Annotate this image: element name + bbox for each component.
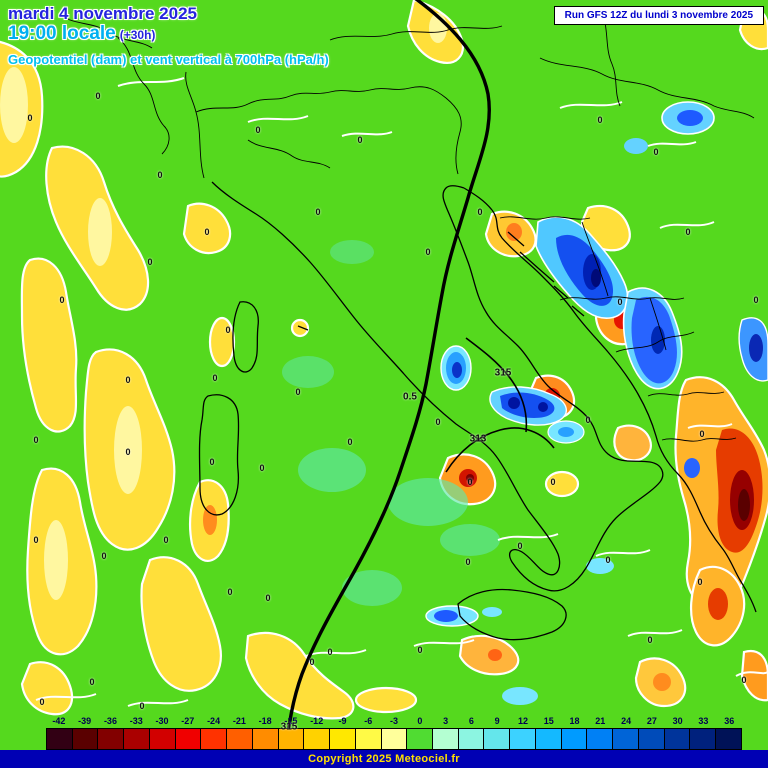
colorbar-cell <box>278 729 305 749</box>
colorbar-cell <box>690 729 717 749</box>
colorbar-tick-label: 36 <box>724 716 735 726</box>
colorbar-cell <box>433 729 459 749</box>
map-header: mardi 4 novembre 2025 19:00 locale (+30h)… <box>8 4 329 68</box>
colorbar-tick-label: -18 <box>258 716 272 726</box>
colorbar-tick-label: -30 <box>155 716 169 726</box>
colorbar-tick-label: 0 <box>417 716 423 726</box>
colorbar-cell <box>613 729 639 749</box>
warm-anomaly-cores <box>0 13 763 691</box>
colorbar-cell <box>72 729 99 749</box>
geopotential-contours <box>284 0 555 757</box>
copyright-text: Copyright 2025 Meteociel.fr <box>308 753 460 765</box>
colorbar: -42 -39 -36 -33 -30 -27 -24 -21 -18 -15 -12 -9 -6 -3 0… <box>46 716 742 750</box>
colorbar-cell <box>407 729 434 749</box>
colorbar-tick-label: -21 <box>232 716 246 726</box>
colorbar-tick-label: -33 <box>129 716 143 726</box>
colorbar-ticks: -42 -39 -36 -33 -30 -27 -24 -21 -18 -15 -12 -9 -6 -3 0… <box>46 716 742 728</box>
map-subtitle: Geopotentiel (dam) et vent vertical à 70… <box>8 52 329 68</box>
colorbar-cell <box>381 729 408 749</box>
forecast-offset: (+30h) <box>119 28 156 43</box>
colorbar-tick-label: -27 <box>181 716 195 726</box>
colorbar-cell <box>330 729 356 749</box>
colorbar-cell <box>664 729 691 749</box>
colorbar-tick-label: 21 <box>595 716 606 726</box>
colorbar-tick-label: 30 <box>672 716 683 726</box>
colorbar-cell <box>47 729 73 749</box>
colorbar-cell <box>149 729 176 749</box>
colorbar-tick-label: 24 <box>621 716 632 726</box>
colorbar-tick-label: 6 <box>468 716 474 726</box>
colorbar-tick-label: 3 <box>443 716 449 726</box>
colorbar-tick-label: 9 <box>494 716 500 726</box>
copyright-bar: Copyright 2025 Meteociel.fr <box>0 750 768 768</box>
colorbar-tick-label: 27 <box>646 716 657 726</box>
colorbar-cell <box>175 729 202 749</box>
zero-vertical-velocity-contours <box>35 77 768 707</box>
valid-time-row: 19:00 locale (+30h) <box>8 23 329 44</box>
colorbar-tick-label: -24 <box>207 716 221 726</box>
colorbar-tick-label: -15 <box>284 716 298 726</box>
valid-date: mardi 4 novembre 2025 <box>8 4 197 23</box>
colorbar-tick-label: -42 <box>52 716 66 726</box>
cool-anomaly-regions <box>282 101 768 705</box>
colorbar-cell <box>510 729 536 749</box>
colorbar-cell <box>98 729 125 749</box>
colorbar-cell <box>638 729 665 749</box>
colorbar-cell <box>561 729 588 749</box>
colorbar-cell <box>201 729 228 749</box>
colorbar-tick-label: -12 <box>310 716 324 726</box>
colorbar-cell <box>535 729 562 749</box>
colorbar-cell <box>587 729 614 749</box>
colorbar-cells <box>46 728 742 750</box>
colorbar-tick-label: -3 <box>390 716 399 726</box>
colorbar-tick-label: 12 <box>517 716 528 726</box>
colorbar-tick-label: 33 <box>698 716 709 726</box>
colorbar-tick-label: -36 <box>103 716 117 726</box>
country-borders <box>59 7 755 442</box>
colorbar-cell <box>484 729 511 749</box>
colorbar-cell <box>227 729 253 749</box>
colorbar-cell <box>124 729 150 749</box>
coastlines <box>198 181 757 641</box>
colorbar-tick-label: -6 <box>364 716 373 726</box>
valid-time: 19:00 locale <box>8 23 116 45</box>
colorbar-tick-label: -39 <box>78 716 92 726</box>
colorbar-cell <box>716 729 741 749</box>
run-info-box: Run GFS 12Z du lundi 3 novembre 2025 <box>553 6 764 25</box>
colorbar-cell <box>252 729 279 749</box>
colorbar-cell <box>458 729 485 749</box>
colorbar-tick-label: 15 <box>543 716 554 726</box>
colorbar-cell <box>304 729 331 749</box>
colorbar-cell <box>355 729 382 749</box>
colorbar-tick-label: -9 <box>338 716 347 726</box>
colorbar-tick-label: 18 <box>569 716 580 726</box>
